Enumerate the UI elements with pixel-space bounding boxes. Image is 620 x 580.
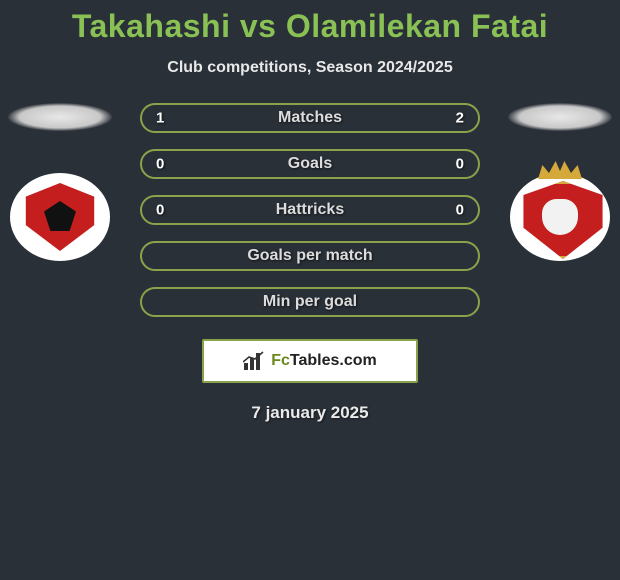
stat-label: Matches	[278, 109, 342, 127]
player-shadow-left	[8, 103, 112, 131]
stat-value-left: 1	[156, 110, 164, 127]
stat-row: 0 Hattricks 0	[140, 195, 480, 225]
brand-text: FcTables.com	[271, 352, 377, 370]
stat-label: Goals	[288, 155, 332, 173]
left-player-column	[8, 103, 112, 261]
brand-suffix: Tables.com	[290, 352, 377, 369]
stat-value-right: 0	[456, 156, 464, 173]
stat-row: Goals per match	[140, 241, 480, 271]
stat-value-right: 0	[456, 202, 464, 219]
stat-value-left: 0	[156, 202, 164, 219]
right-player-column	[508, 103, 612, 261]
stat-rows: 1 Matches 2 0 Goals 0 0 Hattricks 0 Goals per mat…	[140, 103, 480, 317]
stat-value-right: 2	[456, 110, 464, 127]
date-text: 7 january 2025	[0, 403, 620, 423]
stat-label: Min per goal	[263, 293, 357, 311]
comparison-content: 1 Matches 2 0 Goals 0 0 Hattricks 0 Goals per mat…	[0, 103, 620, 423]
page-title: Takahashi vs Olamilekan Fatai	[0, 0, 620, 45]
chart-icon	[243, 351, 265, 371]
club-badge-left	[10, 173, 110, 261]
stat-row: 0 Goals 0	[140, 149, 480, 179]
stat-row: Min per goal	[140, 287, 480, 317]
stat-label: Goals per match	[247, 247, 372, 265]
brand-box: FcTables.com	[202, 339, 418, 383]
stat-row: 1 Matches 2	[140, 103, 480, 133]
crown-icon	[538, 159, 582, 179]
brand-prefix: Fc	[271, 352, 290, 369]
stat-value-left: 0	[156, 156, 164, 173]
stat-label: Hattricks	[276, 201, 344, 219]
player-shadow-right	[508, 103, 612, 131]
subtitle: Club competitions, Season 2024/2025	[0, 59, 620, 77]
club-badge-right	[510, 173, 610, 261]
